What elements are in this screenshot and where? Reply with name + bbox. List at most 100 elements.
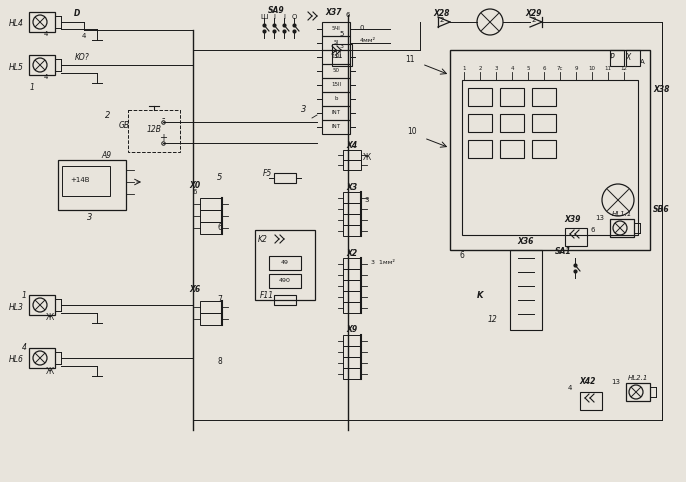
Bar — [510, 250, 542, 330]
Bar — [274, 173, 296, 183]
Text: 6: 6 — [193, 189, 198, 195]
Text: 11: 11 — [333, 52, 343, 61]
Text: 1: 1 — [21, 291, 27, 299]
Text: HL1.1: HL1.1 — [612, 211, 632, 217]
Bar — [200, 313, 222, 325]
Text: 4: 4 — [510, 66, 514, 70]
Text: 2: 2 — [532, 17, 536, 23]
Bar — [29, 295, 55, 315]
Text: X38: X38 — [653, 85, 670, 94]
Text: A: A — [639, 59, 644, 65]
Text: 12: 12 — [487, 316, 497, 324]
Bar — [343, 357, 361, 368]
Text: 11: 11 — [604, 66, 611, 70]
Text: 15II: 15II — [331, 82, 341, 88]
Text: 3: 3 — [494, 66, 498, 70]
Bar — [343, 214, 361, 225]
Text: INT: INT — [331, 110, 340, 116]
Text: D: D — [74, 10, 80, 18]
Text: 1: 1 — [462, 66, 466, 70]
Text: O: O — [292, 14, 296, 20]
Bar — [500, 88, 524, 106]
Text: INT: INT — [331, 124, 340, 130]
Text: 0: 0 — [359, 25, 364, 31]
Bar — [343, 291, 361, 302]
Bar — [343, 150, 361, 160]
Text: GB: GB — [119, 120, 130, 130]
Text: SA1: SA1 — [555, 247, 571, 256]
Text: +14B: +14B — [70, 177, 90, 183]
Bar — [580, 392, 602, 410]
Text: Ж: Ж — [46, 366, 54, 375]
Bar — [200, 301, 222, 313]
Text: 13: 13 — [595, 215, 604, 221]
Text: I: I — [273, 14, 275, 20]
Bar — [343, 335, 361, 346]
Text: 6: 6 — [346, 12, 351, 18]
Text: 7: 7 — [217, 295, 222, 305]
Bar — [500, 140, 524, 158]
Bar — [532, 114, 556, 132]
Text: SB6: SB6 — [653, 205, 670, 214]
Text: X29: X29 — [525, 10, 542, 18]
Bar — [322, 106, 350, 120]
Text: 6: 6 — [217, 224, 222, 232]
Text: 6: 6 — [591, 227, 595, 233]
Text: X36: X36 — [518, 238, 534, 246]
Text: Ш: Ш — [260, 14, 268, 20]
Bar — [322, 120, 350, 134]
Bar — [322, 78, 350, 92]
Text: 8: 8 — [217, 358, 222, 366]
Text: 3: 3 — [340, 43, 344, 49]
Text: 3  1мм²: 3 1мм² — [371, 260, 395, 266]
Bar — [343, 160, 361, 170]
Text: X37: X37 — [326, 8, 342, 17]
Bar — [610, 50, 624, 66]
Text: 7c: 7c — [557, 66, 563, 70]
Bar — [332, 44, 352, 66]
Text: HL2.1: HL2.1 — [628, 375, 648, 381]
Text: F5: F5 — [262, 169, 272, 177]
Text: 4: 4 — [44, 74, 48, 80]
Text: 2: 2 — [478, 66, 482, 70]
Text: 3: 3 — [301, 106, 307, 115]
Bar — [343, 302, 361, 313]
Text: X3: X3 — [346, 183, 357, 191]
Text: X42: X42 — [580, 377, 596, 387]
Text: 12B: 12B — [147, 124, 161, 134]
Bar — [343, 280, 361, 291]
Text: 9: 9 — [574, 66, 578, 70]
Text: X2: X2 — [346, 249, 357, 257]
Text: 4: 4 — [21, 344, 27, 352]
Bar — [58, 160, 126, 210]
Bar — [269, 256, 301, 270]
Bar — [29, 348, 55, 368]
Bar — [200, 210, 222, 222]
Text: KO?: KO? — [75, 53, 89, 62]
Text: 49: 49 — [281, 260, 289, 266]
Bar — [532, 140, 556, 158]
Text: 4: 4 — [568, 385, 572, 391]
Bar — [610, 219, 634, 237]
Bar — [322, 22, 350, 36]
Text: -: - — [161, 113, 165, 123]
Text: 50: 50 — [333, 68, 340, 73]
Text: 10: 10 — [407, 128, 417, 136]
Text: 3: 3 — [87, 214, 93, 223]
Text: SA9: SA9 — [268, 6, 284, 15]
Text: F11: F11 — [260, 291, 274, 299]
Bar — [322, 64, 350, 78]
Text: 5: 5 — [340, 31, 344, 37]
Bar — [343, 269, 361, 280]
Text: 4мм²: 4мм² — [360, 38, 376, 42]
Text: HL4: HL4 — [8, 19, 23, 28]
Text: 490: 490 — [279, 279, 291, 283]
Bar — [200, 198, 222, 210]
Text: P: P — [610, 54, 614, 63]
Bar — [62, 166, 110, 196]
Bar — [274, 295, 296, 305]
Text: 4: 4 — [82, 33, 86, 39]
Bar — [343, 258, 361, 269]
Bar — [29, 12, 55, 32]
Text: 13: 13 — [611, 379, 621, 385]
